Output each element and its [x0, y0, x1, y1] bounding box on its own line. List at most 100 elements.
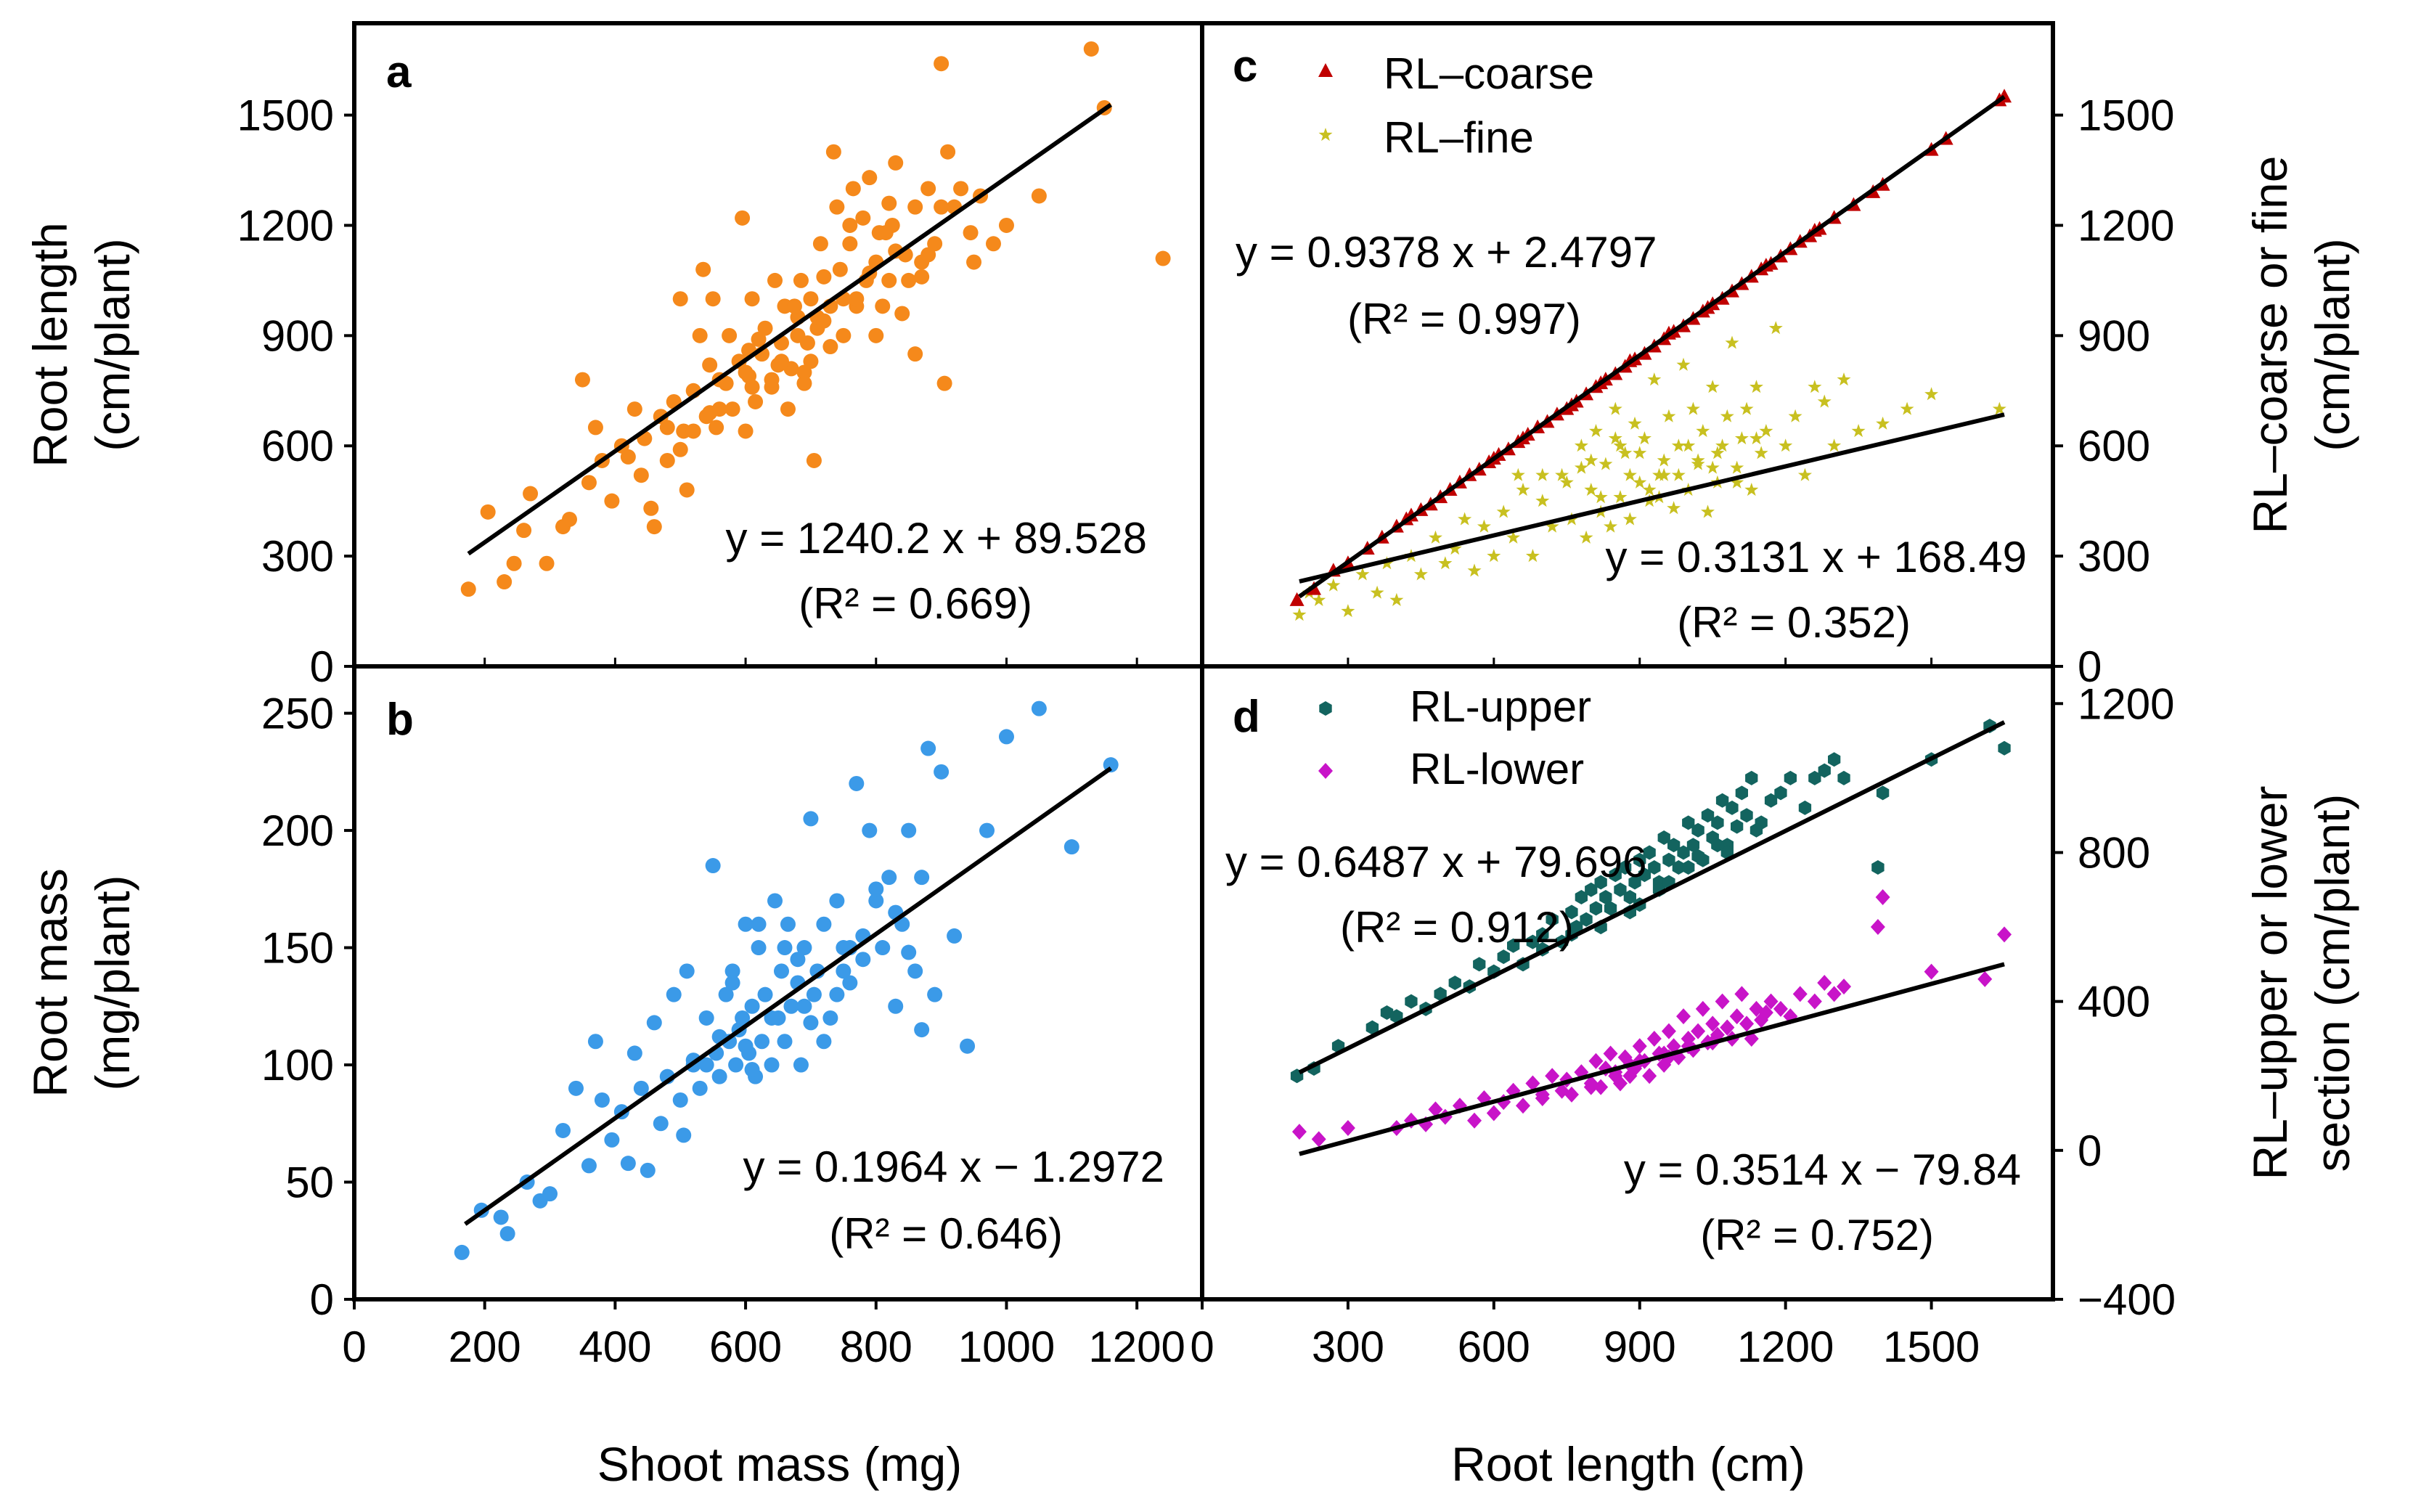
data-point: [561, 511, 577, 527]
data-point: [1696, 424, 1710, 438]
data-point: [796, 998, 812, 1014]
data-point: [803, 291, 819, 307]
data-point: [1677, 845, 1690, 860]
data-point: [1559, 475, 1574, 489]
panel-b: 0 50 100 150 200 250 b y = 0.1964 x − 1.2972 (R²…: [23, 690, 1185, 1371]
legend-label: RL–coarse: [1384, 49, 1594, 98]
data-point: [1763, 993, 1779, 1010]
equation: y = 0.3514 x − 79.84: [1624, 1145, 2021, 1194]
data-point: [1355, 567, 1370, 581]
data-point: [672, 1092, 688, 1108]
data-point: [679, 963, 695, 979]
data-point: [672, 291, 688, 307]
data-point: [1686, 401, 1700, 415]
data-point: [1612, 1075, 1628, 1092]
data-point: [692, 327, 708, 343]
x-tick-label: 300: [1312, 1323, 1384, 1371]
data-point: [998, 217, 1014, 233]
data-point: [633, 467, 649, 483]
data-point: [1536, 927, 1549, 942]
data-point: [927, 986, 943, 1002]
data-point: [1900, 401, 1914, 415]
data-point: [1312, 592, 1326, 606]
data-point: [1749, 822, 1763, 838]
data-point: [947, 928, 963, 944]
data-point: [812, 236, 828, 252]
data-point: [1608, 431, 1622, 445]
xlabel-right: Root length (cm): [1451, 1437, 1805, 1491]
data-point: [1487, 549, 1501, 563]
data-point: [523, 486, 539, 502]
data-point: [1817, 394, 1832, 408]
data-point: [1599, 457, 1613, 470]
data-point: [516, 523, 532, 539]
data-point: [1695, 1000, 1710, 1017]
data-point: [783, 998, 799, 1014]
data-point: [1609, 867, 1622, 883]
trendline: [464, 766, 1112, 1226]
data-point: [1798, 800, 1812, 815]
data-point: [1031, 188, 1047, 204]
data-point: [1682, 860, 1695, 875]
y-tick-label: 300: [2078, 532, 2150, 581]
data-point: [1662, 852, 1675, 867]
data-point: [822, 339, 838, 355]
y-tick-label: 0: [310, 642, 334, 691]
legend-marker: [1318, 128, 1333, 142]
data-point: [829, 893, 845, 909]
data-point: [836, 963, 852, 979]
data-point: [1486, 1105, 1501, 1121]
data-point: [1603, 1045, 1618, 1062]
data-point: [1525, 549, 1540, 563]
data-point: [963, 225, 979, 241]
data-point: [1633, 446, 1647, 459]
data-point: [1784, 770, 1797, 785]
data-point: [901, 944, 917, 960]
data-point: [881, 870, 897, 886]
data-point: [1622, 467, 1637, 481]
y-axis-label: (cm/plant): [2306, 238, 2359, 451]
data-point: [1516, 483, 1530, 496]
data-point: [806, 452, 822, 468]
legend-marker: [1318, 63, 1333, 77]
data-point: [901, 272, 917, 288]
data-point: [738, 1038, 754, 1054]
equation: y = 0.3131 x + 168.49: [1606, 533, 2027, 581]
y-axis-label: RL–coarse or fine: [2243, 156, 2297, 534]
y-axis-label: Root length: [23, 222, 77, 467]
data-point: [1526, 934, 1540, 949]
data-point: [751, 916, 767, 932]
data-point: [1797, 467, 1812, 481]
data-point: [754, 1034, 770, 1050]
data-point: [790, 327, 806, 343]
data-point: [1565, 904, 1578, 920]
r-squared: (R² = 0.646): [829, 1209, 1063, 1258]
data-point: [705, 858, 721, 874]
legend-label: RL–fine: [1384, 113, 1534, 162]
data-point: [676, 1127, 692, 1143]
data-point: [1744, 483, 1759, 496]
r-squared: (R² = 0.912): [1340, 903, 1574, 952]
data-point: [803, 354, 819, 369]
data-point: [836, 327, 852, 343]
x-tick-label: 900: [1604, 1323, 1676, 1371]
data-point: [1588, 1053, 1604, 1069]
data-point: [998, 729, 1014, 745]
data-point: [868, 327, 884, 343]
data-point: [842, 236, 858, 252]
panel-label: a: [386, 47, 412, 97]
data-point: [748, 393, 764, 409]
data-point: [1292, 608, 1307, 621]
data-point: [506, 555, 522, 571]
panel-d: −400 0 400 800 1200 d RL-upper RL-lower y = 0.64…: [1190, 679, 2359, 1371]
data-point: [1622, 512, 1637, 526]
data-point: [653, 1116, 669, 1132]
data-point: [1545, 519, 1559, 533]
data-point: [1467, 563, 1482, 577]
data-point: [806, 986, 822, 1002]
data-point: [1593, 490, 1608, 504]
data-point: [1817, 975, 1832, 991]
data-point: [907, 199, 923, 215]
data-point: [914, 870, 930, 886]
data-point: [1589, 901, 1603, 916]
